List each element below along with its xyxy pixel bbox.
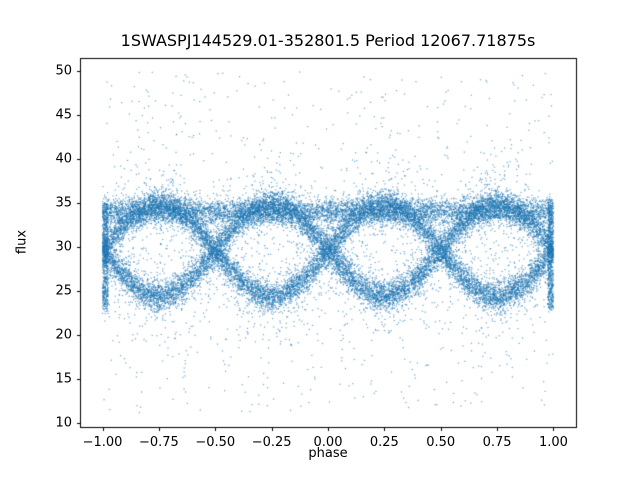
y-axis-label: flux <box>14 229 30 255</box>
x-tick-label: 0.00 <box>313 435 343 450</box>
y-tick-label: 25 <box>55 283 72 299</box>
x-tick-label: −0.25 <box>251 435 292 450</box>
y-tick-label: 40 <box>55 151 72 167</box>
y-tick-label: 15 <box>55 371 72 387</box>
x-tick-label: −0.75 <box>138 435 179 450</box>
y-tick-label: 35 <box>55 195 72 211</box>
x-tick-label: 0.50 <box>426 435 456 450</box>
x-tick-label: −1.00 <box>82 435 123 450</box>
x-tick-label: −0.50 <box>195 435 236 450</box>
y-tick-label: 10 <box>55 415 72 431</box>
x-tick-label: 1.00 <box>538 435 568 450</box>
x-tick-label: 0.75 <box>482 435 512 450</box>
x-axis-label: phase <box>308 446 348 461</box>
y-tick-label: 20 <box>55 327 72 343</box>
chart-title: 1SWASPJ144529.01-352801.5 Period 12067.7… <box>120 31 536 50</box>
y-tick-label: 30 <box>55 239 72 255</box>
x-tick-label: 0.25 <box>369 435 399 450</box>
y-tick-label: 50 <box>55 63 72 79</box>
y-tick-label: 45 <box>55 107 72 123</box>
